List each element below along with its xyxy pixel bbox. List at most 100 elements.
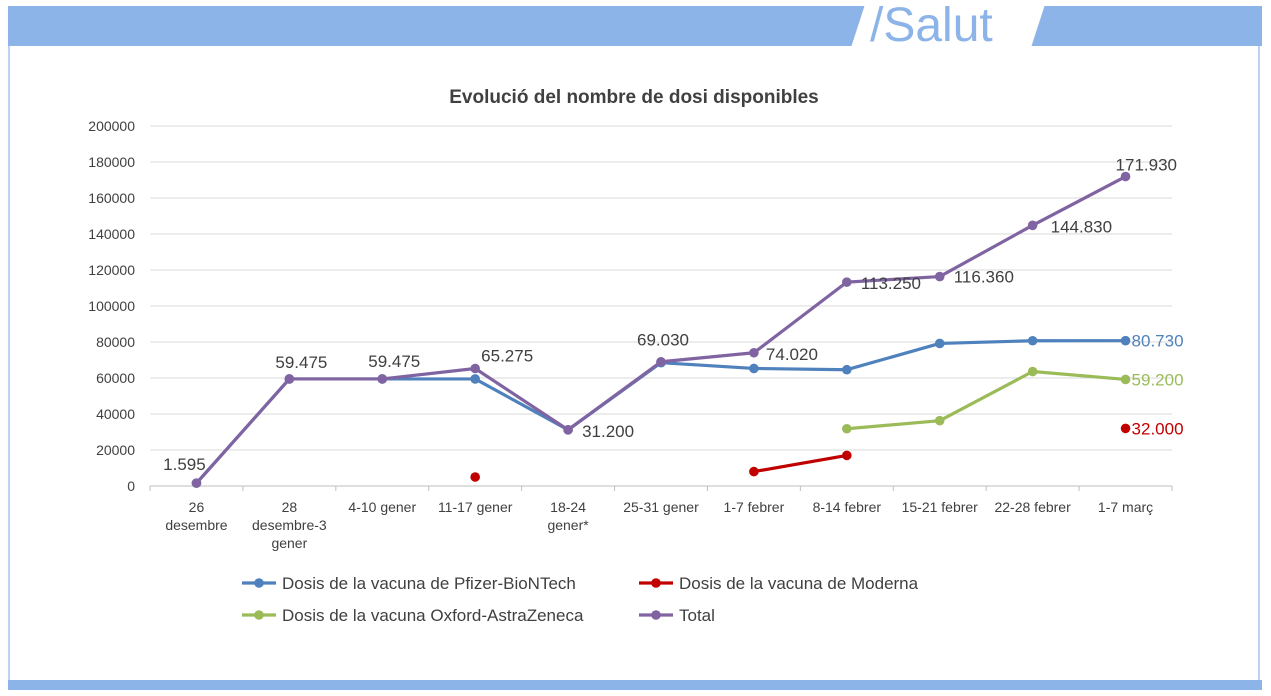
data-label: 1.595 bbox=[163, 455, 206, 474]
data-point bbox=[1120, 423, 1131, 434]
data-point bbox=[656, 356, 666, 367]
data-point bbox=[749, 466, 759, 477]
header-band bbox=[8, 6, 1262, 46]
x-tick-label-line: 26 bbox=[189, 499, 205, 515]
x-tick-label-line: desembre-3 bbox=[252, 517, 327, 533]
x-tick-label: 22-28 febrer bbox=[994, 499, 1071, 515]
x-tick-label: 15-21 febrer bbox=[902, 499, 979, 515]
x-tick-label-line: 15-21 febrer bbox=[902, 499, 979, 515]
y-tick-label: 180000 bbox=[88, 154, 135, 170]
data-point bbox=[1027, 366, 1038, 377]
data-point bbox=[934, 415, 945, 426]
legend-item: Dosis de la vacuna de Moderna bbox=[639, 574, 919, 593]
legend-label: Dosis de la vacuna Oxford-AstraZeneca bbox=[282, 606, 584, 625]
series-line bbox=[845, 369, 1128, 431]
data-point bbox=[1120, 171, 1131, 182]
x-tick-label-line: gener bbox=[271, 535, 307, 551]
series-dosis-de-la-vacuna-de-moderna bbox=[470, 423, 1131, 482]
data-label: 171.930 bbox=[1116, 156, 1177, 175]
x-tick-label-line: 18-24 bbox=[550, 499, 586, 515]
data-point bbox=[934, 271, 945, 282]
series-line bbox=[752, 453, 849, 474]
data-label: 144.830 bbox=[1051, 217, 1112, 236]
legend-label: Dosis de la vacuna de Pfizer-BioNTech bbox=[282, 574, 576, 593]
x-tick-label-line: gener* bbox=[547, 517, 589, 533]
legend-item: Dosis de la vacuna de Pfizer-BioNTech bbox=[242, 574, 576, 593]
data-point bbox=[284, 374, 295, 384]
x-tick-label-line: 1-7 març bbox=[1098, 499, 1153, 515]
x-tick-label: 1-7 febrer bbox=[724, 499, 785, 515]
data-label: 32.000 bbox=[1132, 419, 1184, 438]
x-tick-label: 28 desembre-3 gener bbox=[252, 499, 327, 551]
data-point bbox=[1120, 374, 1131, 385]
series-dosis-de-la-vacuna-oxford-astrazeneca bbox=[842, 366, 1131, 434]
x-tick-label: 25-31 gener bbox=[623, 499, 699, 515]
brand-logo: /Salut bbox=[870, 0, 993, 52]
y-tick-label: 100000 bbox=[88, 298, 135, 314]
chart-title: Evolució del nombre de dosi disponibles bbox=[449, 87, 819, 108]
data-label: 65.275 bbox=[481, 347, 533, 366]
legend-swatch-marker bbox=[651, 578, 661, 588]
data-label: 31.200 bbox=[582, 422, 634, 441]
data-label: 69.030 bbox=[637, 331, 689, 350]
x-tick-label: 8-14 febrer bbox=[813, 499, 882, 515]
legend-swatch-marker bbox=[254, 578, 264, 588]
x-tick-label-line: 1-7 febrer bbox=[724, 499, 785, 515]
x-tick-label-line: 28 bbox=[282, 499, 298, 515]
legend-label: Dosis de la vacuna de Moderna bbox=[679, 574, 919, 593]
y-tick-label: 120000 bbox=[88, 262, 135, 278]
data-label: 80.730 bbox=[1132, 332, 1184, 351]
data-point bbox=[1027, 220, 1038, 231]
data-point bbox=[934, 338, 945, 349]
data-point bbox=[470, 472, 480, 482]
legend-item: Total bbox=[639, 606, 715, 625]
data-point bbox=[749, 347, 759, 358]
data-label: 116.360 bbox=[954, 268, 1014, 287]
legend-item: Dosis de la vacuna Oxford-AstraZeneca bbox=[242, 606, 584, 625]
data-point bbox=[1120, 335, 1131, 346]
footer-band bbox=[8, 680, 1262, 690]
data-point bbox=[470, 374, 480, 384]
data-label: 59.475 bbox=[275, 353, 327, 372]
data-point bbox=[470, 363, 480, 374]
x-tick-label: 1-7 març bbox=[1098, 499, 1153, 515]
data-label: 59.475 bbox=[368, 352, 420, 371]
x-tick-label-line: desembre bbox=[165, 517, 227, 533]
x-tick-label-line: 11-17 gener bbox=[438, 499, 513, 515]
data-label: 113.250 bbox=[861, 274, 921, 293]
series-total bbox=[191, 171, 1131, 488]
x-tick-label: 18-24 gener* bbox=[547, 499, 589, 533]
x-tick-label-line: 25-31 gener bbox=[623, 499, 699, 515]
data-label: 59.200 bbox=[1132, 370, 1184, 389]
data-point bbox=[563, 425, 573, 435]
data-label: 74.020 bbox=[766, 345, 818, 364]
data-point bbox=[842, 423, 852, 434]
data-point bbox=[377, 374, 388, 384]
y-tick-label: 60000 bbox=[96, 370, 135, 386]
x-tick-label-line: 8-14 febrer bbox=[813, 499, 882, 515]
legend-label: Total bbox=[679, 606, 715, 625]
y-tick-label: 0 bbox=[127, 478, 135, 494]
data-point bbox=[842, 364, 852, 375]
data-point bbox=[191, 478, 202, 488]
x-tick-label: 4-10 gener bbox=[348, 499, 416, 515]
x-tick-label-line: 22-28 febrer bbox=[994, 499, 1071, 515]
data-point bbox=[749, 363, 759, 374]
legend-swatch-marker bbox=[254, 610, 264, 620]
data-point bbox=[842, 450, 852, 461]
data-point bbox=[842, 277, 852, 287]
chart-frame bbox=[8, 46, 1260, 680]
x-tick-label-line: 4-10 gener bbox=[348, 499, 416, 515]
y-tick-label: 160000 bbox=[88, 190, 135, 206]
y-tick-label: 80000 bbox=[96, 334, 135, 350]
data-point bbox=[1027, 335, 1038, 346]
x-tick-label: 26 desembre bbox=[165, 499, 227, 533]
legend-swatch-marker bbox=[651, 610, 661, 620]
x-tick-label: 11-17 gener bbox=[438, 499, 513, 515]
y-tick-label: 200000 bbox=[88, 118, 135, 134]
y-tick-label: 40000 bbox=[96, 406, 135, 422]
y-tick-label: 140000 bbox=[88, 226, 135, 242]
y-tick-label: 20000 bbox=[96, 442, 135, 458]
